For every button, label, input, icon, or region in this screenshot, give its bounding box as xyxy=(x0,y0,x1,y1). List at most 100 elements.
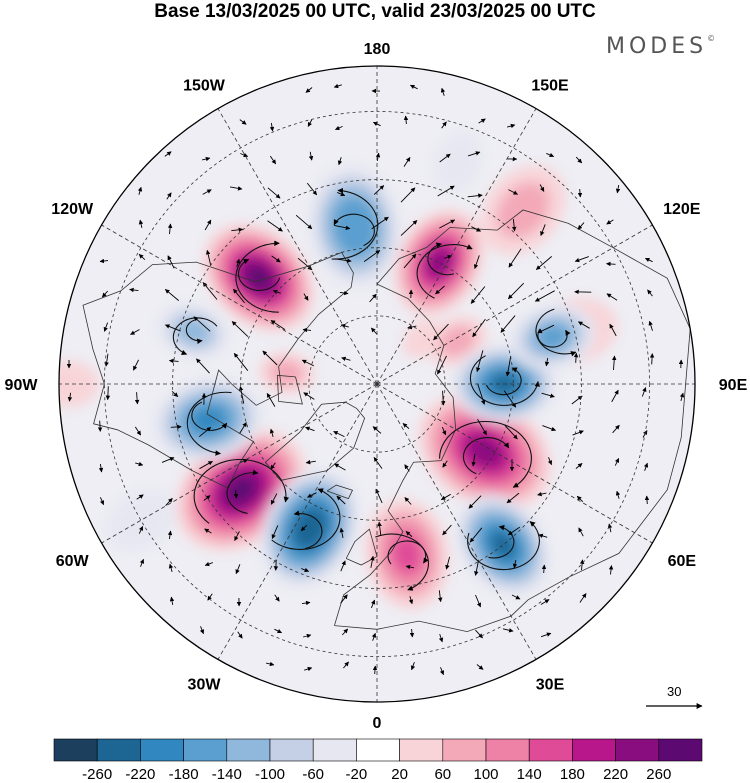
wind-vector xyxy=(334,224,351,231)
wind-vector xyxy=(508,248,522,268)
colorbar-swatch xyxy=(183,738,228,762)
wind-vector xyxy=(237,631,243,639)
wind-vector xyxy=(405,531,413,537)
wind-vector xyxy=(306,182,318,196)
wind-vector xyxy=(572,430,584,436)
wind-vector xyxy=(403,115,409,125)
wind-vector xyxy=(375,152,381,161)
wind-vector xyxy=(203,495,211,501)
streamline xyxy=(469,355,540,406)
wind-vector xyxy=(235,258,241,267)
wind-vector xyxy=(301,359,315,367)
wind-vector xyxy=(170,424,182,430)
reference-vector-label: 30 xyxy=(667,684,682,699)
anomaly-level xyxy=(299,515,321,541)
streamline xyxy=(416,244,473,299)
wind-vector xyxy=(475,350,484,373)
wind-vector xyxy=(196,358,210,374)
coastline-3 xyxy=(326,484,354,500)
wind-vector xyxy=(433,323,449,341)
wind-vector xyxy=(266,393,276,407)
wind-vector xyxy=(405,564,414,570)
wind-vector xyxy=(403,253,417,269)
wind-vector xyxy=(334,463,346,471)
wind-vector xyxy=(576,495,584,503)
latitude-circle xyxy=(308,315,446,453)
wind-vector xyxy=(129,287,139,293)
wind-vector xyxy=(340,560,346,572)
wind-vector xyxy=(577,188,583,198)
streamline xyxy=(485,367,522,396)
streamline xyxy=(375,533,429,591)
longitude-label: 150E xyxy=(531,77,569,94)
wind-vector xyxy=(274,628,283,634)
colorbar-label: 220 xyxy=(603,766,628,783)
wind-vector xyxy=(608,565,614,575)
wind-vector xyxy=(503,390,517,408)
wind-vector xyxy=(508,189,518,195)
longitude-label: 0 xyxy=(373,715,382,732)
wind-vector xyxy=(204,561,213,567)
wind-vector xyxy=(546,152,555,158)
wind-vector xyxy=(198,426,212,438)
wind-vector xyxy=(341,628,349,636)
wind-vector xyxy=(370,555,375,568)
wind-vector xyxy=(467,193,483,198)
wind-vector xyxy=(333,430,345,438)
wind-vector xyxy=(377,521,382,536)
wind-vector xyxy=(138,253,146,261)
streamline xyxy=(271,488,341,550)
colorbar-label: 260 xyxy=(646,766,671,783)
wind-vector xyxy=(271,525,279,540)
wind-vector xyxy=(538,533,548,539)
wind-vector xyxy=(441,121,447,129)
colorbar-label: -100 xyxy=(255,766,285,783)
wind-vector xyxy=(341,356,351,362)
polar-map: 180 150E 120E 90E 60E 30E 0 30W 60W 90W 120W 150W xyxy=(5,41,748,732)
wind-vector xyxy=(171,390,179,398)
wind-vector xyxy=(67,392,73,402)
wind-vector xyxy=(138,219,144,229)
wind-vector xyxy=(161,457,175,463)
wind-vector xyxy=(502,628,514,633)
anomaly-level xyxy=(439,325,476,357)
colorbar-swatch xyxy=(140,738,184,762)
wind-vector xyxy=(614,457,620,466)
wind-vector xyxy=(201,156,211,162)
trough-anomaly-19 xyxy=(105,490,176,551)
wind-vector xyxy=(476,664,484,670)
wind-vector xyxy=(233,288,245,304)
wind-vector xyxy=(303,293,309,301)
wind-vector xyxy=(305,426,315,432)
lat-lon-grid xyxy=(59,66,695,702)
longitude-labels: 180 150E 120E 90E 60E 30E 0 30W 60W 90W 120W 150W xyxy=(5,41,748,732)
wind-vector xyxy=(308,151,314,161)
wind-vector xyxy=(439,219,456,229)
wind-vector xyxy=(334,258,352,263)
wind-vector xyxy=(679,392,685,402)
wind-vector xyxy=(204,219,212,231)
wind-vector xyxy=(410,662,416,671)
wind-vector xyxy=(363,250,381,262)
streamline xyxy=(172,317,218,356)
anomaly-level xyxy=(428,249,450,276)
wind-vector xyxy=(442,524,452,536)
anomaly-level xyxy=(433,131,482,193)
wind-vector xyxy=(437,185,455,197)
wind-vector xyxy=(207,593,213,601)
wind-vector xyxy=(199,626,205,635)
longitude-label: 30W xyxy=(188,677,222,694)
wind-vector xyxy=(233,489,239,499)
anomaly-level xyxy=(119,501,163,539)
latitude-circle xyxy=(103,110,651,658)
wind-vector xyxy=(235,564,241,575)
streamline xyxy=(427,242,455,276)
wind-vector xyxy=(612,424,620,434)
reference-arrow-icon xyxy=(646,703,703,709)
colorbar-swatch xyxy=(615,738,660,762)
wind-vector xyxy=(372,665,378,675)
wind-streamlines xyxy=(172,187,577,591)
ridge-anomaly-4 xyxy=(418,392,552,511)
colorbar-swatch xyxy=(528,738,573,762)
wind-vector xyxy=(441,426,447,436)
